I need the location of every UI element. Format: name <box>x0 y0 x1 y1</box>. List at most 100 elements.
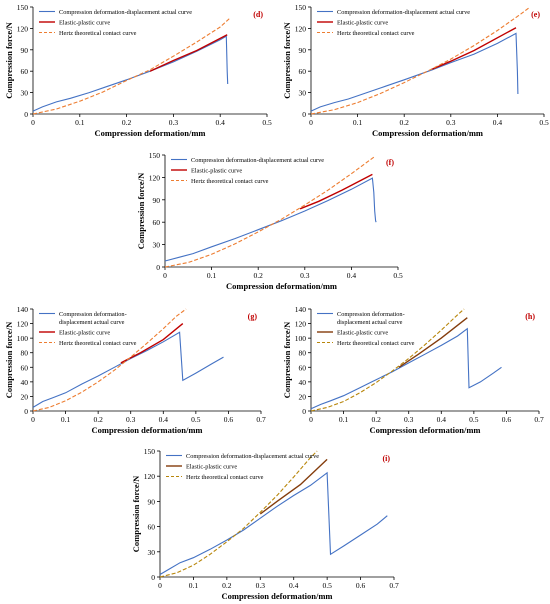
series-line-hertz <box>164 156 376 268</box>
y-axis-label: Compression force/N <box>4 21 14 98</box>
x-tick-label: 0.5 <box>322 581 332 590</box>
x-axis-label: Compression deformation/mm <box>221 591 332 601</box>
y-tick-label: 60 <box>148 523 156 532</box>
x-tick-label: 0.2 <box>122 118 132 127</box>
y-tick-label: 0 <box>156 263 160 272</box>
x-tick-label: 0.4 <box>216 118 226 127</box>
y-tick-label: 150 <box>17 3 29 12</box>
y-tick-label: 120 <box>295 320 307 329</box>
x-tick-label: 0.6 <box>356 581 366 590</box>
x-tick-label: 0.2 <box>222 581 232 590</box>
y-tick-label: 120 <box>17 320 29 329</box>
legend-entry: Compression deformation-displacement act… <box>59 311 127 326</box>
legend-entry: Compression deformation-displacement act… <box>337 311 405 326</box>
y-tick-label: 60 <box>21 363 29 372</box>
y-tick-label: 140 <box>17 305 29 314</box>
series-line-elastic-plastic <box>120 323 184 364</box>
x-tick-label: 0 <box>158 581 162 590</box>
y-tick-label: 120 <box>149 173 161 182</box>
y-tick-label: 120 <box>144 472 156 481</box>
x-tick-label: 0.2 <box>254 271 264 280</box>
series-line-hertz <box>310 308 465 412</box>
x-tick-label: 0.3 <box>169 118 179 127</box>
series-line-elastic-plastic <box>259 458 328 515</box>
x-axis-label: Compression deformation/mm <box>369 425 480 435</box>
x-tick-label: 0.7 <box>256 415 266 424</box>
y-tick-label: 60 <box>299 363 307 372</box>
legend-entry: Compression deformation-displacement act… <box>191 157 324 164</box>
x-axis-label: Compression deformation/mm <box>226 281 337 291</box>
chart-panel-5: 0 30 60 90 120 150 0 0.1 0.2 0.3 0.4 0.5 0.6 0.7 Compr… <box>131 447 399 601</box>
series-line-actual <box>310 32 519 112</box>
panel-label: (e) <box>531 10 540 19</box>
legend-entry: Elastic-plastic curve <box>337 330 388 337</box>
y-tick-label: 0 <box>302 407 306 416</box>
legend-entry: Elastic-plastic curve <box>59 20 110 27</box>
x-tick-label: 0.4 <box>289 581 299 590</box>
series-line-actual <box>159 471 388 575</box>
panel-label: (i) <box>382 454 390 463</box>
series-line-actual <box>164 177 377 262</box>
y-tick-label: 90 <box>21 46 29 55</box>
y-tick-label: 150 <box>295 3 307 12</box>
panel-label: (f) <box>386 158 394 167</box>
x-tick-label: 0.3 <box>126 415 136 424</box>
chart-panel-0: 0 30 60 90 120 150 0 0.1 0.2 0.3 0.4 0.5 Compression… <box>4 3 272 138</box>
y-tick-label: 20 <box>21 392 29 401</box>
y-tick-label: 0 <box>24 407 28 416</box>
y-tick-label: 80 <box>21 349 29 358</box>
x-tick-label: 0.2 <box>400 118 410 127</box>
x-tick-label: 0.5 <box>393 271 403 280</box>
x-tick-label: 0.4 <box>437 415 447 424</box>
x-tick-label: 0.4 <box>493 118 503 127</box>
legend-entry: Hertz theoretical contact curve <box>191 178 269 185</box>
panel-label: (h) <box>525 312 535 321</box>
x-axis-label: Compression deformation/mm <box>91 425 202 435</box>
y-tick-label: 60 <box>21 67 29 76</box>
legend-entry: Elastic-plastic curve <box>337 20 388 27</box>
y-axis-label: Compression force/N <box>4 321 14 398</box>
x-tick-label: 0.3 <box>446 118 456 127</box>
y-tick-label: 60 <box>299 67 307 76</box>
y-tick-label: 0 <box>24 110 28 119</box>
legend-entry: Hertz theoretical contact curve <box>59 30 137 37</box>
y-tick-label: 60 <box>153 218 161 227</box>
x-tick-label: 0.4 <box>347 271 357 280</box>
y-tick-label: 90 <box>299 46 307 55</box>
chart-panel-2: 0 30 60 90 120 150 0 0.1 0.2 0.3 0.4 0.5 Compression… <box>136 151 403 291</box>
x-tick-label: 0.3 <box>256 581 266 590</box>
x-tick-label: 0.5 <box>191 415 201 424</box>
x-tick-label: 0.7 <box>534 415 544 424</box>
x-tick-label: 0.5 <box>262 118 272 127</box>
x-tick-label: 0.7 <box>389 581 399 590</box>
y-tick-label: 20 <box>299 392 307 401</box>
legend-entry: Hertz theoretical contact curve <box>337 30 415 37</box>
series-line-hertz <box>32 17 230 115</box>
y-axis-label: Compression force/N <box>282 21 292 98</box>
y-tick-label: 40 <box>21 378 29 387</box>
y-axis-label: Compression force/N <box>282 321 292 398</box>
y-tick-label: 40 <box>299 378 307 387</box>
panel-label: (d) <box>253 10 263 19</box>
y-tick-label: 150 <box>149 151 161 160</box>
legend-entry: Compression deformation-displacement act… <box>59 9 192 16</box>
chart-panel-1: 0 30 60 90 120 150 0 0.1 0.2 0.3 0.4 0.5 Compression… <box>282 3 549 138</box>
x-tick-label: 0.6 <box>502 415 512 424</box>
legend-entry: Compression deformation-displacement act… <box>337 9 470 16</box>
x-tick-label: 0.3 <box>404 415 414 424</box>
series-line-hertz <box>32 308 187 412</box>
x-tick-label: 0.2 <box>93 415 103 424</box>
legend-entry: Compression deformation-displacement act… <box>186 453 319 460</box>
x-tick-label: 0.1 <box>75 118 85 127</box>
y-tick-label: 30 <box>153 241 161 250</box>
y-tick-label: 150 <box>144 447 156 456</box>
series-line-elastic-plastic <box>431 27 517 70</box>
series-line-actual <box>310 327 502 410</box>
series-line-elastic-plastic <box>398 317 468 368</box>
y-tick-label: 120 <box>295 24 307 33</box>
y-axis-label: Compression force/N <box>131 475 141 552</box>
x-tick-label: 0 <box>309 415 313 424</box>
y-tick-label: 100 <box>17 334 29 343</box>
x-tick-label: 0 <box>309 118 313 127</box>
